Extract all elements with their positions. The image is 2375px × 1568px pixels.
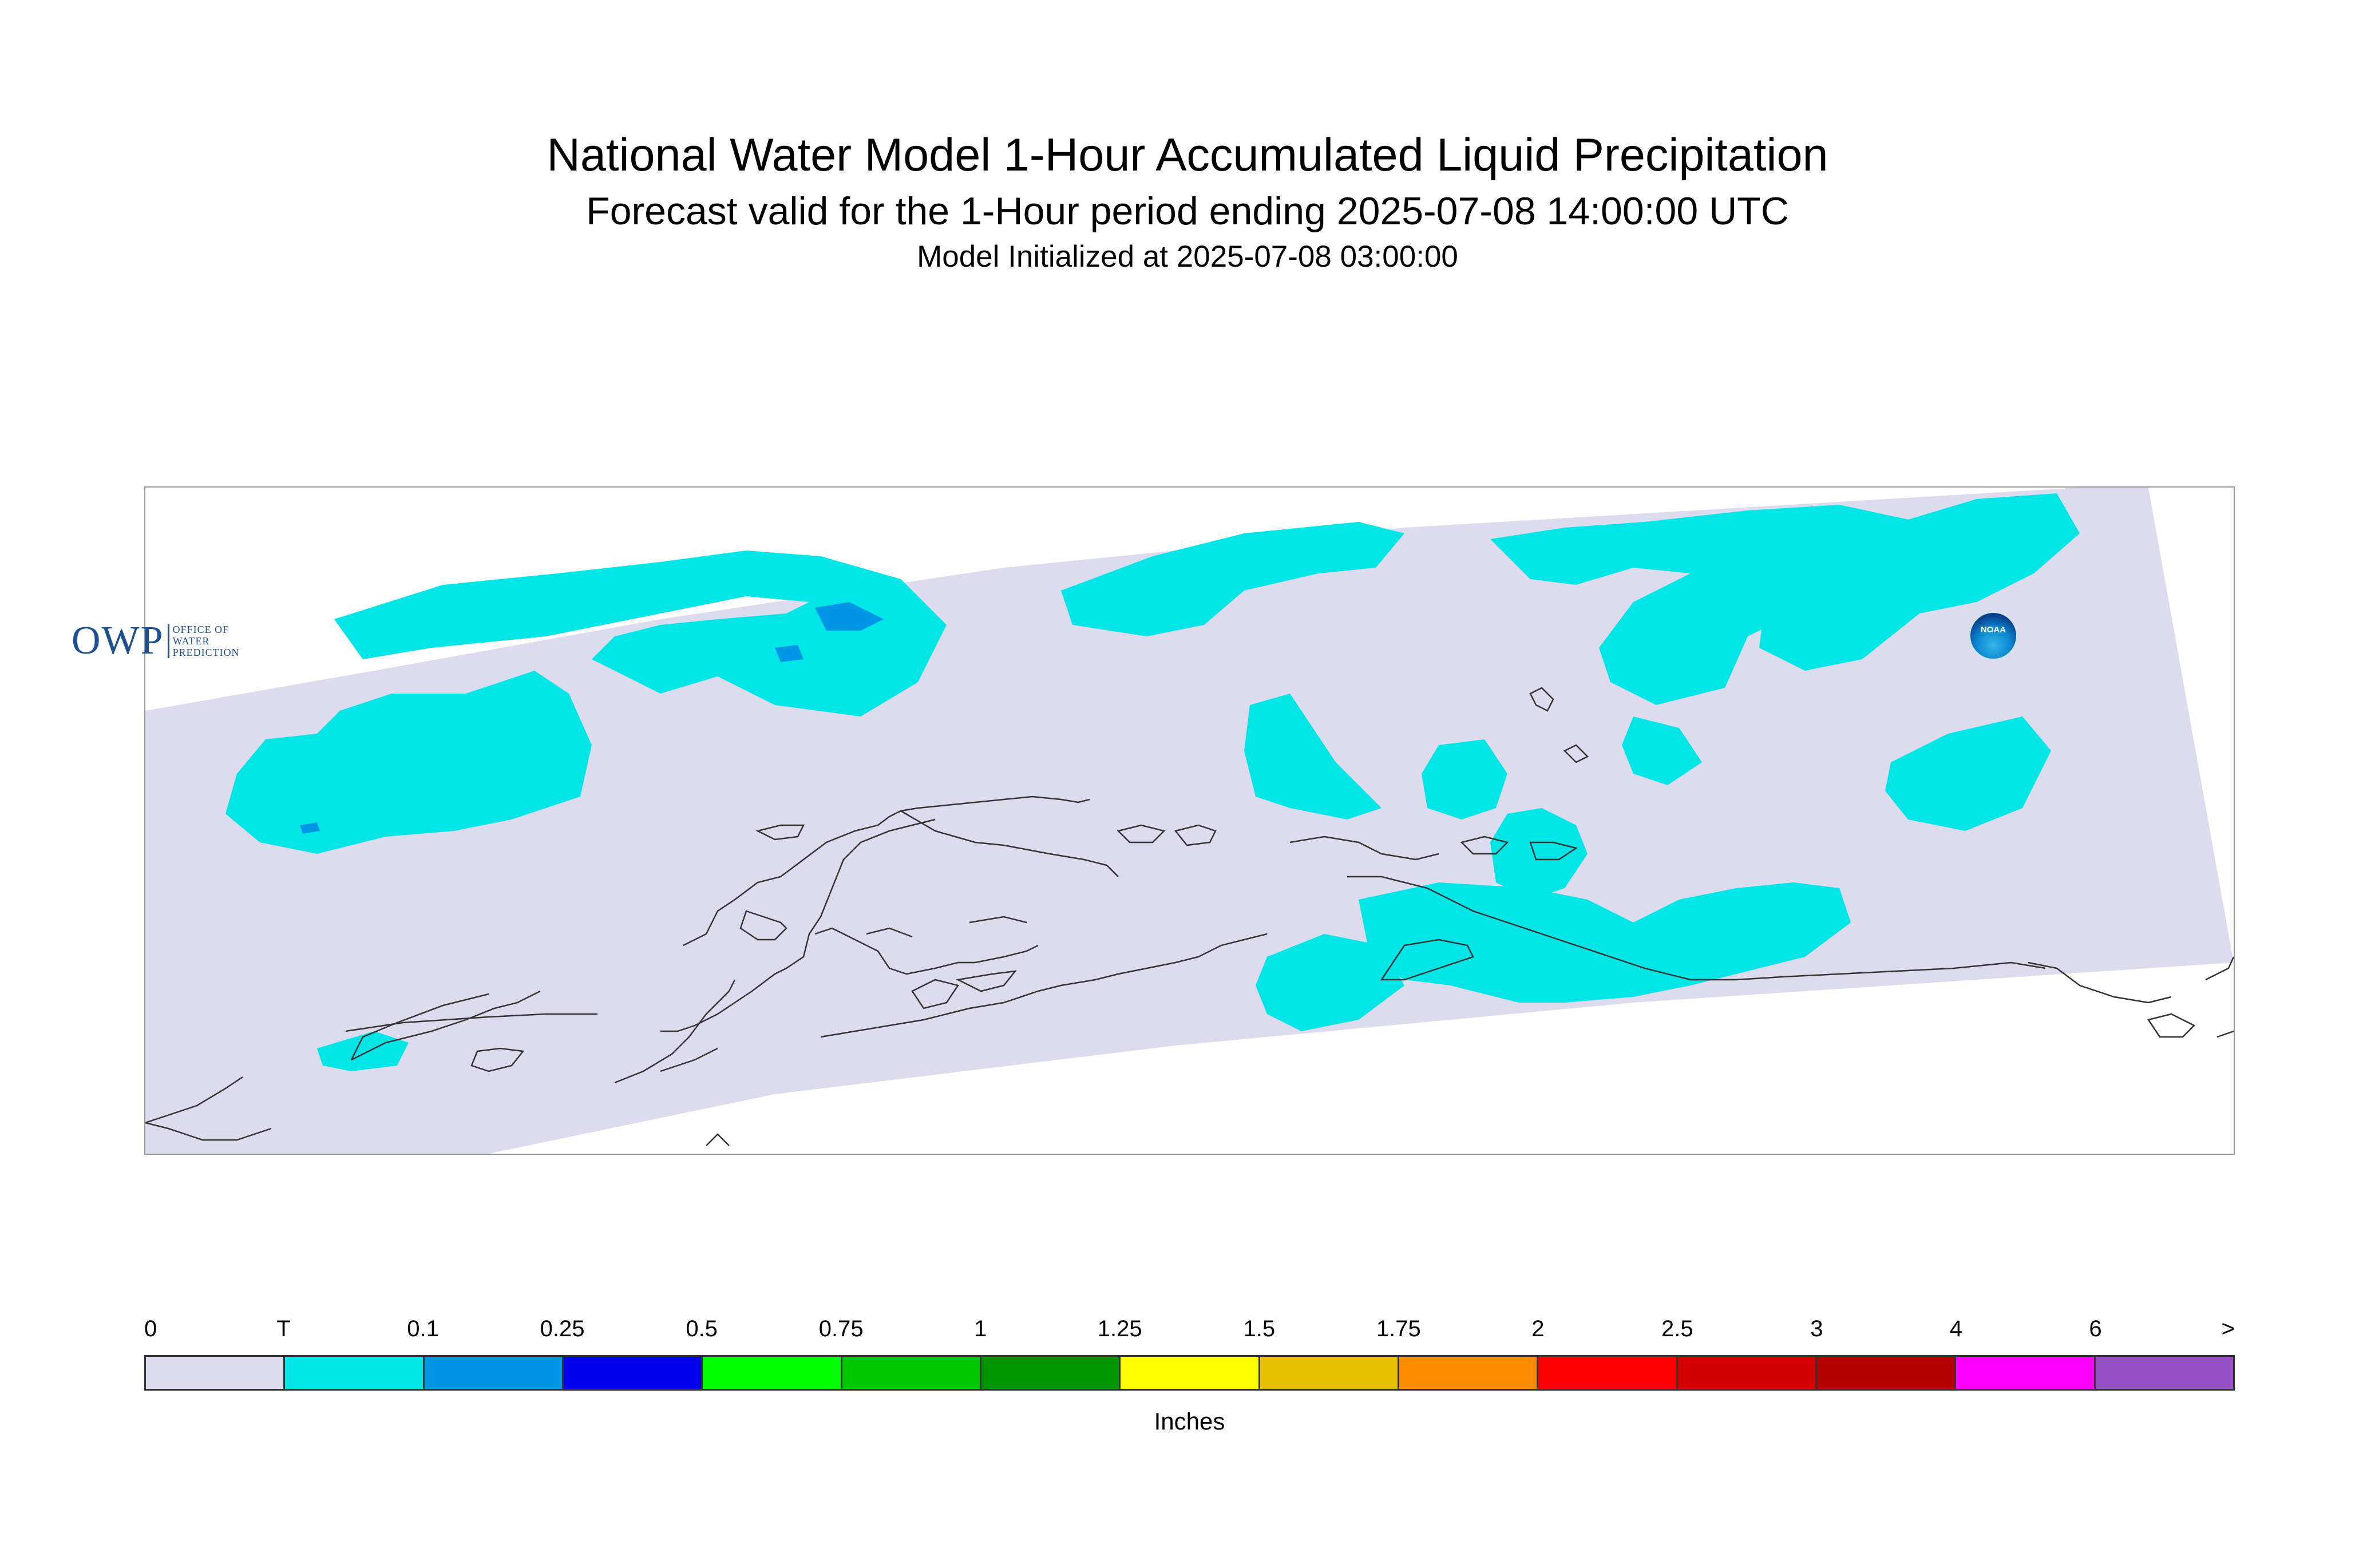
- legend-tick-label: 1: [974, 1316, 987, 1341]
- legend-swatch: [285, 1357, 425, 1389]
- legend-tick-label: 3: [1810, 1316, 1823, 1341]
- legend-swatch: [563, 1357, 703, 1389]
- legend-tick-label: 0: [144, 1316, 157, 1341]
- light-precip-areas: [300, 602, 884, 834]
- legend-tick-label: 4: [1949, 1316, 1963, 1341]
- legend-tick-label: 2.5: [1661, 1316, 1693, 1341]
- noaa-logo-text: NOAA: [1980, 624, 2006, 635]
- legend-tick-label: 1.75: [1376, 1316, 1421, 1341]
- forecast-valid-subtitle: Forecast valid for the 1-Hour period end…: [586, 189, 1789, 233]
- legend-tick-label: 0.5: [686, 1316, 718, 1341]
- coastlines: [145, 687, 2234, 1146]
- map-panel: [144, 486, 2235, 1155]
- legend-swatch: [424, 1357, 564, 1389]
- trace-precip-areas: [225, 493, 2080, 1071]
- owp-wordmark: OWP: [72, 619, 164, 663]
- owp-text-line: WATER: [172, 635, 210, 647]
- color-legend: 0 T 0.1 0.25 0.5 0.75 1 1.25 1.5 1.75 2 2.5 3 4 6 > Inc…: [144, 1316, 2235, 1442]
- legend-color-bar: [144, 1355, 2235, 1391]
- legend-swatch: [1538, 1357, 1678, 1389]
- owp-office-text: OFFICE OF WATER PREDICTION: [173, 624, 240, 658]
- legend-swatch: [1956, 1357, 2096, 1389]
- legend-swatch: [146, 1357, 286, 1389]
- legend-swatch: [1121, 1357, 1260, 1389]
- legend-tick-label: 0.25: [540, 1316, 585, 1341]
- owp-text-line: PREDICTION: [172, 647, 240, 658]
- legend-swatch: [1677, 1357, 1817, 1389]
- owp-divider: [167, 624, 169, 658]
- owp-text-line: OFFICE OF: [172, 624, 229, 635]
- chart-title: National Water Model 1-Hour Accumulated …: [547, 129, 1828, 181]
- legend-swatch: [2095, 1357, 2233, 1389]
- legend-tick-label: 0.1: [407, 1316, 439, 1341]
- legend-tick-label: 2: [1531, 1316, 1545, 1341]
- legend-tick-label: 6: [2089, 1316, 2102, 1341]
- legend-tick-label: T: [276, 1316, 291, 1341]
- legend-swatch: [1816, 1357, 1957, 1389]
- legend-swatch: [1399, 1357, 1539, 1389]
- legend-swatch: [981, 1357, 1121, 1389]
- owp-logo: OWP OFFICE OF WATER PREDICTION: [72, 619, 240, 663]
- legend-swatch: [703, 1357, 842, 1389]
- legend-swatch: [842, 1357, 981, 1389]
- noaa-logo: NOAA: [1969, 611, 2018, 660]
- legend-tick-label: 0.75: [818, 1316, 864, 1341]
- model-initialized-subtitle: Model Initialized at 2025-07-08 03:00:00: [917, 240, 1458, 274]
- legend-units-label: Inches: [1154, 1408, 1225, 1435]
- legend-swatch: [1260, 1357, 1399, 1389]
- legend-tick-label: >: [2221, 1316, 2235, 1341]
- legend-tick-label: 1.5: [1243, 1316, 1276, 1341]
- legend-tick-label: 1.25: [1097, 1316, 1142, 1341]
- precipitation-map: [145, 488, 2234, 1154]
